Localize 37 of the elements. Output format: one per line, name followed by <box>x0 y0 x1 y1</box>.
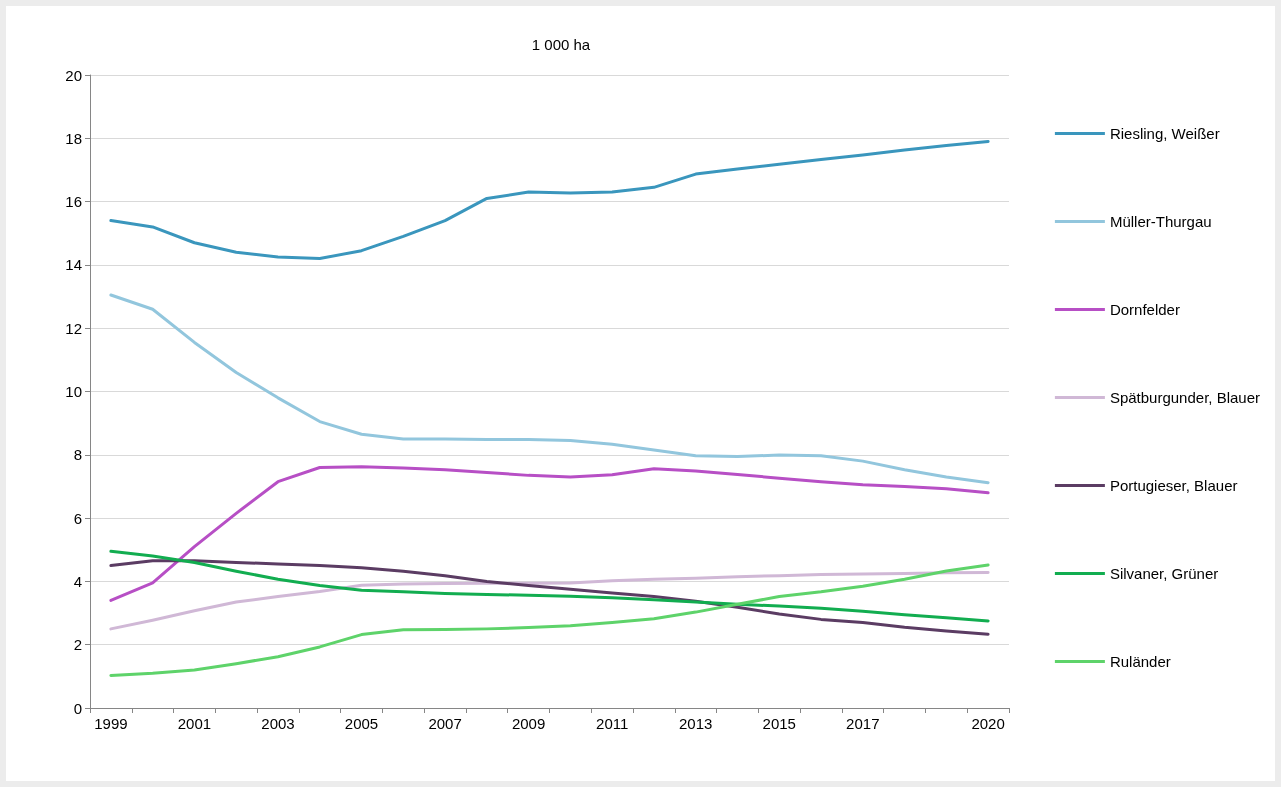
y-tick-label: 14 <box>65 256 82 274</box>
x-tick-label: 2017 <box>846 715 880 732</box>
y-tick-label: 8 <box>73 446 82 464</box>
legend-label: Silvaner, Grüner <box>1109 565 1219 582</box>
x-tick-label: 2015 <box>762 715 796 732</box>
legend-label: Müller-Thurgau <box>1109 213 1212 230</box>
line-series <box>109 571 990 631</box>
line-series <box>109 559 990 636</box>
x-tick-label: 1999 <box>94 715 128 732</box>
x-tick-label: 2007 <box>428 715 462 732</box>
y-tick-label: 10 <box>65 383 82 400</box>
legend-label: Dornfelder <box>1109 301 1180 318</box>
legend-label: Spätburgunder, Blauer <box>1109 389 1261 406</box>
y-tick-label: 20 <box>65 66 82 84</box>
x-tick-label: 2009 <box>511 715 546 732</box>
x-tick-label: 2011 <box>596 715 629 732</box>
x-tick-label: 2005 <box>344 715 379 732</box>
legend-label: Riesling, Weißer <box>1109 125 1220 142</box>
y-tick-label: 4 <box>73 572 82 590</box>
line-series <box>109 293 990 485</box>
y-tick-label: 18 <box>65 129 82 147</box>
line-series <box>109 549 990 623</box>
y-tick-label: 0 <box>73 699 82 717</box>
line-series <box>109 139 990 261</box>
y-tick-label: 12 <box>65 319 82 337</box>
y-tick-label: 2 <box>73 636 82 654</box>
y-tick-label: 6 <box>73 509 82 527</box>
line-series <box>109 465 990 602</box>
chart-title: 1 000 ha <box>531 36 591 53</box>
x-tick-label: 2001 <box>177 715 212 732</box>
x-tick-label: 2013 <box>679 715 713 732</box>
legend-label: Ruländer <box>1109 653 1171 670</box>
x-tick-label: 2020 <box>971 715 1005 732</box>
line-series <box>109 563 990 677</box>
x-tick-label: 2003 <box>261 715 295 732</box>
y-tick-label: 16 <box>65 193 82 211</box>
legend-label: Portugieser, Blauer <box>1109 477 1238 494</box>
